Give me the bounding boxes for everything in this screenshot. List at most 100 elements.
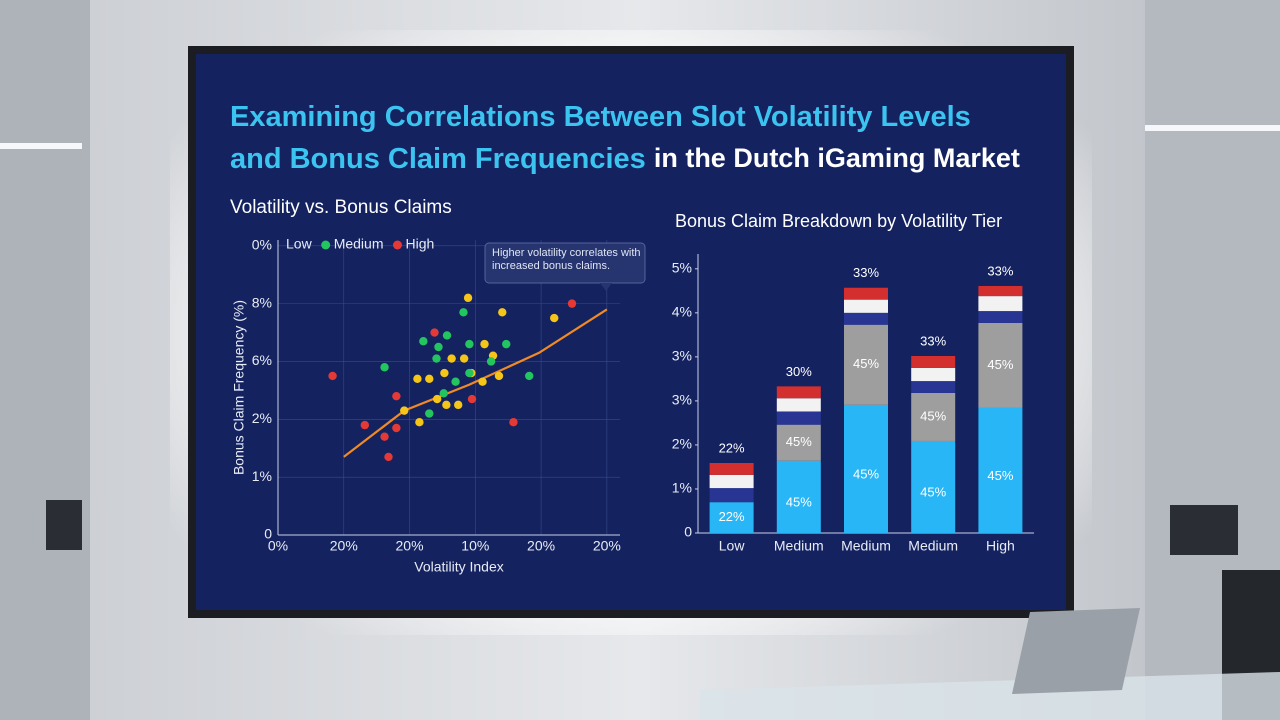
point: [525, 371, 534, 381]
x-tick-label: High: [986, 538, 1015, 554]
point: [380, 363, 389, 372]
point: [465, 339, 474, 349]
bar-segment: [709, 462, 754, 475]
point: [502, 339, 511, 349]
point: [480, 339, 489, 349]
page-title: Examining Correlations Between Slot Vola…: [230, 101, 971, 133]
y-tick-label: 8%: [252, 294, 272, 310]
total-label: 33%: [853, 265, 879, 280]
bar-segment: [709, 488, 754, 503]
segment-label: 45%: [987, 468, 1013, 483]
y-tick-label: 6%: [252, 352, 272, 368]
legend-entry: High: [405, 236, 434, 252]
point: [498, 308, 507, 317]
page-title: and Bonus Claim Frequencies in the Dutch…: [230, 143, 1020, 175]
segment-label: 45%: [920, 408, 946, 423]
bar-segment: [844, 312, 888, 325]
trend-line: [343, 308, 608, 458]
x-axis-label: Volatility Index: [414, 559, 504, 575]
legend-swatch: [321, 240, 331, 250]
bar-segment: [776, 424, 821, 461]
x-tick-label: 20%: [396, 538, 424, 554]
segment-label: 45%: [853, 466, 879, 481]
total-label: 33%: [987, 263, 1013, 278]
legend-entry: Medium: [334, 236, 384, 252]
y-tick-label: 0: [684, 524, 692, 540]
y-axis-label: Bonus Claim Frequency (%): [231, 300, 247, 475]
point: [400, 406, 409, 415]
y-tick-label: 0%: [252, 236, 272, 252]
x-tick-label: 20%: [593, 538, 621, 554]
point: [567, 299, 577, 308]
y-tick-label: 3%: [672, 392, 692, 408]
point: [442, 331, 452, 340]
point: [432, 354, 441, 363]
bar-segment: [844, 404, 888, 533]
point: [467, 394, 477, 404]
point: [451, 377, 460, 386]
point: [430, 328, 439, 337]
bar-segment: [978, 296, 1023, 312]
bar-segment: [911, 367, 956, 382]
total-label: 30%: [786, 364, 812, 379]
bar-segment: [978, 311, 1023, 323]
bar-segment: [776, 460, 821, 533]
segment-label: 45%: [920, 484, 946, 499]
point: [463, 293, 473, 303]
desk: [700, 672, 1280, 720]
segment-label: 45%: [786, 434, 812, 449]
bar-segment: [776, 386, 821, 399]
bar-segment: [709, 502, 754, 533]
x-tick-label: 20%: [527, 538, 555, 554]
chart-title: Volatility vs. Bonus Claims: [230, 197, 452, 218]
point: [425, 409, 434, 418]
bar-segment: [776, 411, 821, 425]
x-tick-label: Medium: [908, 538, 958, 554]
y-tick-label: 2%: [252, 410, 272, 426]
segment-label: 22%: [719, 509, 745, 524]
point: [442, 400, 451, 410]
segment-label: 45%: [786, 494, 812, 509]
bar-segment: [844, 324, 888, 405]
y-tick-label: 4%: [672, 304, 692, 320]
y-tick-label: 1%: [252, 468, 272, 484]
side-wall: [0, 0, 90, 720]
point: [494, 371, 504, 381]
annotation-text: Higher volatility correlates with increa…: [492, 247, 641, 272]
chair: [46, 500, 82, 550]
annotation: Higher volatility correlates with increa…: [492, 247, 641, 272]
point: [478, 377, 487, 386]
point: [392, 423, 401, 433]
point: [454, 400, 463, 410]
point: [439, 389, 448, 398]
chair: [1170, 505, 1238, 555]
bar-segment: [844, 299, 888, 313]
point: [392, 391, 401, 401]
annotation-pointer: [600, 283, 612, 291]
point: [509, 418, 518, 427]
point: [465, 368, 474, 378]
chart-title: Bonus Claim Breakdown by Volatility Tier: [675, 211, 1002, 231]
point: [360, 420, 370, 430]
bar-segment: [911, 381, 956, 393]
laptop: [1012, 608, 1140, 694]
y-tick-label: 3%: [672, 348, 692, 364]
point: [419, 337, 428, 346]
bar-segment: [978, 322, 1023, 408]
annotation-box: [484, 242, 646, 284]
legend-entry: Low: [286, 236, 313, 252]
ceiling-light: [0, 143, 82, 149]
point: [413, 374, 422, 384]
point: [447, 354, 456, 363]
point: [434, 342, 443, 352]
y-tick-label: 2%: [672, 436, 692, 452]
x-tick-label: Low: [719, 538, 746, 554]
point: [328, 371, 337, 381]
bar-segment: [911, 440, 956, 533]
point: [550, 313, 559, 323]
point: [459, 354, 469, 363]
bar-segment: [911, 355, 956, 368]
segment-label: 45%: [853, 356, 879, 371]
bar-segment: [844, 287, 888, 300]
